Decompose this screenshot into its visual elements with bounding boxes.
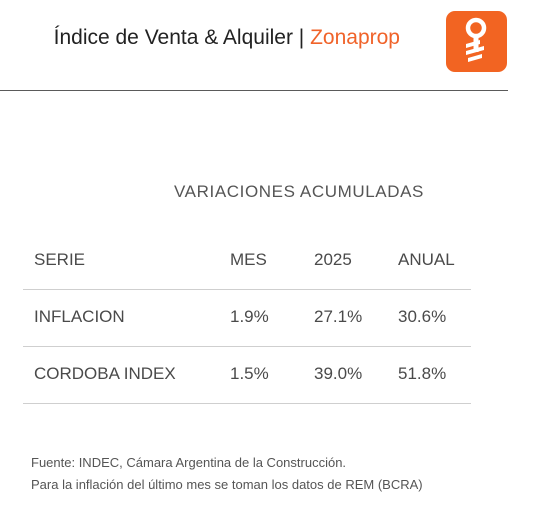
table-row: INFLACION 1.9% 27.1% 30.6% [23, 290, 471, 347]
table-row: CORDOBA INDEX 1.5% 39.0% 51.8% [23, 347, 471, 404]
table-cell: 39.0% [314, 364, 363, 383]
header: Índice de Venta & Alquiler | Zonaprop [0, 0, 508, 91]
source-footnote: Fuente: INDEC, Cámara Argentina de la Co… [31, 452, 423, 496]
zonaprop-logo-icon [446, 11, 507, 72]
table-cell: 30.6% [398, 307, 447, 326]
table-cell: CORDOBA INDEX [34, 364, 176, 383]
table-cell: 1.9% [230, 307, 269, 326]
table-header-row: SERIE MES 2025 ANUAL [23, 233, 471, 290]
column-header: 2025 [314, 250, 352, 269]
table-title: VARIACIONES ACUMULADAS [174, 182, 424, 201]
column-header: MES [230, 250, 267, 269]
title-text: Índice de Venta & Alquiler | [53, 26, 311, 49]
brand-name: Zonaprop [310, 26, 400, 49]
page-title: Índice de Venta & Alquiler | Zonaprop [54, 26, 400, 50]
variations-table: SERIE MES 2025 ANUAL INFLACION 1.9% 27.1… [23, 233, 471, 404]
footnote-line: Fuente: INDEC, Cámara Argentina de la Co… [31, 455, 347, 470]
table-cell: 1.5% [230, 364, 269, 383]
table-cell: 51.8% [398, 364, 447, 383]
column-header: SERIE [34, 250, 86, 269]
footnote-line: Para la inflación del último mes se toma… [31, 477, 423, 492]
table-cell: 27.1% [314, 307, 363, 326]
table-cell: INFLACION [34, 307, 125, 326]
column-header: ANUAL [398, 250, 455, 269]
